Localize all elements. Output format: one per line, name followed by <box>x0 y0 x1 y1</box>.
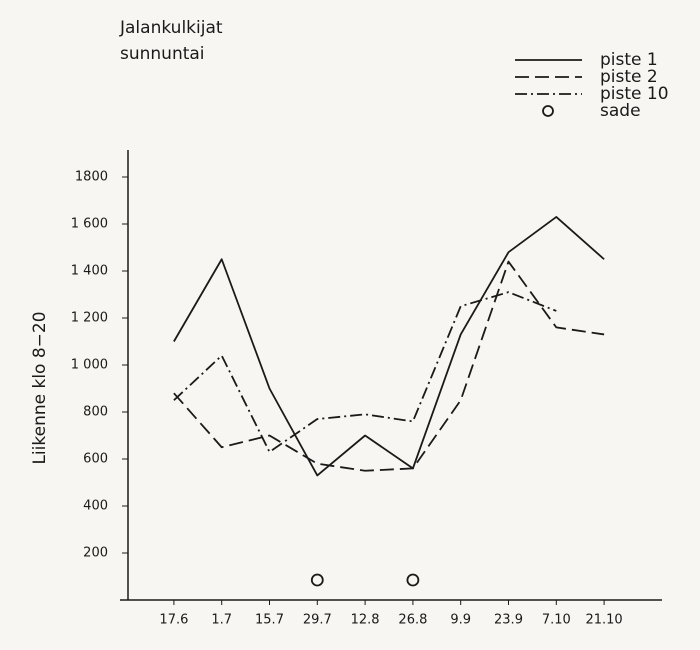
x-tick-label: 9.9 <box>450 613 471 628</box>
y-tick-label: 1 600 <box>71 217 108 232</box>
x-tick-label: 21.10 <box>585 613 622 628</box>
y-tick-label: 1800 <box>75 170 108 185</box>
x-tick-label: 17.6 <box>159 613 188 628</box>
y-tick-label: 200 <box>83 546 108 561</box>
x-tick-label: 15.7 <box>255 613 284 628</box>
x-tick-label: 1.7 <box>211 613 232 628</box>
x-tick-label: 23.9 <box>494 613 523 628</box>
legend-label: sade <box>600 101 641 121</box>
y-tick-label: 1 400 <box>71 264 108 279</box>
x-tick-label: 12.8 <box>351 613 380 628</box>
series-line <box>173 291 557 453</box>
legend-marker <box>542 105 554 117</box>
y-tick-label: 600 <box>83 452 108 467</box>
y-tick-label: 1 000 <box>71 358 108 373</box>
rain-marker <box>310 573 324 587</box>
x-tick-label: 29.7 <box>303 613 332 628</box>
y-tick-label: 800 <box>83 405 108 420</box>
y-tick-label: 1 200 <box>71 311 108 326</box>
rain-marker <box>406 573 420 587</box>
series-line <box>173 216 605 477</box>
series-line <box>173 260 605 472</box>
chart-subtitle: sunnuntai <box>120 44 205 64</box>
x-tick-label: 7.10 <box>542 613 571 628</box>
y-tick-label: 400 <box>83 499 108 514</box>
legend-label: piste 10 <box>600 84 669 104</box>
x-tick-label: 26.8 <box>398 613 427 628</box>
y-axis-label: Liikenne klo 8−20 <box>30 311 50 464</box>
legend-label: piste 2 <box>600 67 658 87</box>
legend-label: piste 1 <box>600 50 658 70</box>
chart-title: Jalankulkijat <box>119 18 223 38</box>
